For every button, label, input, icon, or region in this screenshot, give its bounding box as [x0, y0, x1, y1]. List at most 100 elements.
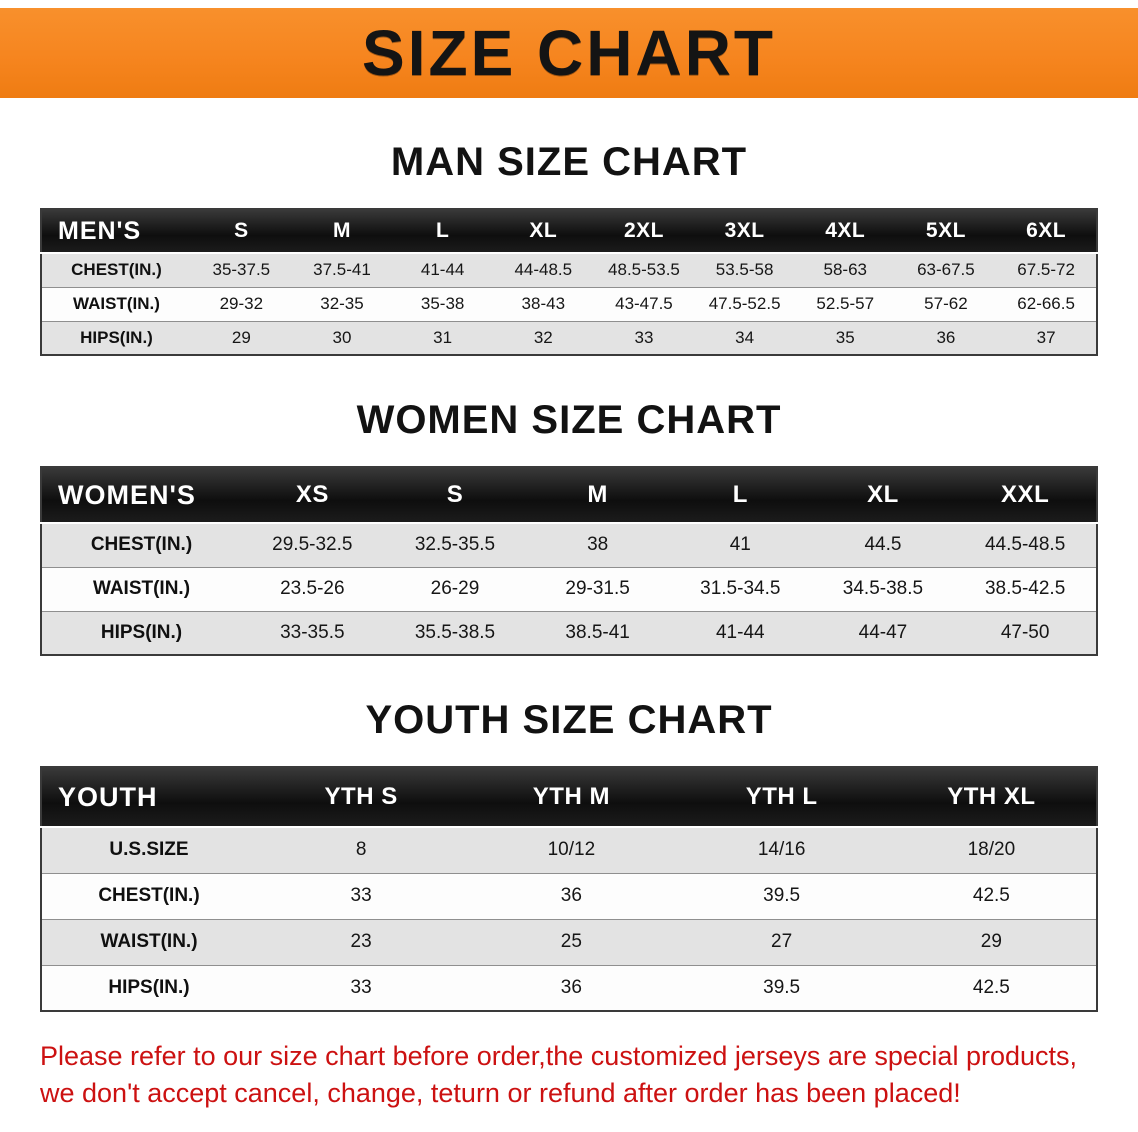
size-column-header: 5XL [895, 209, 997, 254]
measurement-label: HIPS(IN.) [80, 327, 153, 347]
women-section-heading: WOMEN SIZE CHART [356, 398, 782, 442]
measurement-value: 30 [332, 327, 352, 347]
measurement-row: WAIST(IN.) 23.5-26 26-29 29-31.5 31.5-34.5 34… [41, 567, 1097, 611]
size-column-header: YTH S [256, 767, 467, 828]
measurement-row: CHEST(IN.) 35-37.5 37.5-41 41-44 44-48.5 48.5… [41, 253, 1097, 287]
size-column-header: 3XL [694, 209, 795, 254]
measurement-value: 34.5-38.5 [842, 578, 924, 599]
measurement-value: 26-29 [430, 578, 480, 599]
measurement-value: 37.5-41 [313, 260, 371, 280]
size-column-header: M [291, 209, 393, 254]
size-column-header: YTH L [676, 767, 887, 828]
size-column-header: XS [241, 467, 384, 524]
measurement-label: HIPS(IN.) [108, 976, 190, 998]
measurement-value: 52.5-57 [816, 294, 875, 313]
measurement-value: 42.5 [972, 976, 1010, 998]
measurement-value: 27 [771, 931, 793, 952]
measurement-value: 42.5 [972, 885, 1010, 906]
measurement-value: 63-67.5 [917, 260, 975, 280]
measurement-value: 38-43 [521, 294, 566, 313]
measurement-value: 38.5-41 [565, 621, 630, 643]
measurement-row: U.S.SIZE 8 10/12 14/16 18/20 [41, 827, 1097, 873]
measurement-value: 41 [729, 534, 751, 556]
measurement-value: 34 [735, 327, 755, 347]
measurement-row: CHEST(IN.) 29.5-32.5 32.5-35.5 38 41 44.5 44.5… [41, 523, 1097, 567]
size-column-header: YTH XL [886, 767, 1097, 828]
size-column-header: S [191, 209, 292, 254]
size-column-header: 6XL [996, 209, 1097, 254]
measurement-value: 43-47.5 [615, 294, 673, 313]
measurement-value: 32.5-35.5 [414, 534, 496, 556]
disclaimer-line-1: Please refer to our size chart before or… [40, 1041, 1078, 1071]
measurement-value: 31 [433, 327, 453, 347]
measurement-value: 29.5-32.5 [272, 534, 353, 556]
measurement-value: 29-31.5 [565, 578, 630, 599]
women-size-table: WOMEN'S XS S M L XL XXL CHEST(IN.) 29.5-32.5 32.5… [40, 466, 1098, 656]
size-column-header: S [383, 467, 527, 524]
measurement-row: WAIST(IN.) 23 25 27 29 [41, 919, 1097, 965]
measurement-value: 33 [350, 885, 372, 906]
measurement-value: 35 [835, 327, 855, 347]
measurement-value: 33 [634, 327, 654, 347]
table-corner-label: MEN'S [41, 209, 191, 254]
measurement-row: HIPS(IN.) 33-35.5 35.5-38.5 38.5-41 41-44 44-… [41, 611, 1097, 655]
measurement-label: WAIST(IN.) [100, 931, 198, 952]
measurement-value: 36 [560, 976, 582, 998]
measurement-row: CHEST(IN.) 33 36 39.5 42.5 [41, 873, 1097, 919]
size-column-header: L [668, 467, 812, 524]
measurement-value: 62-66.5 [1017, 294, 1075, 313]
measurement-value: 29 [980, 931, 1002, 952]
table-corner-label: WOMEN'S [41, 467, 241, 524]
measurement-value: 14/16 [757, 839, 806, 861]
measurement-value: 53.5-58 [715, 260, 774, 280]
size-column-header: XXL [954, 467, 1097, 524]
measurement-value: 18/20 [967, 839, 1016, 861]
measurement-value: 67.5-72 [1017, 260, 1075, 280]
measurement-value: 39.5 [763, 885, 801, 906]
measurement-label: WAIST(IN.) [73, 294, 160, 313]
measurement-value: 44-48.5 [514, 260, 573, 280]
measurement-value: 35-38 [420, 294, 465, 313]
measurement-value: 33 [350, 976, 372, 998]
men-section-heading: MAN SIZE CHART [390, 140, 748, 184]
measurement-value: 58-63 [823, 260, 867, 280]
measurement-value: 25 [560, 931, 582, 952]
measurement-value: 31.5-34.5 [700, 578, 781, 599]
youth-section-heading: YOUTH SIZE CHART [365, 698, 773, 742]
disclaimer: Please refer to our size chart before or… [40, 1038, 1098, 1113]
measurement-value: 36 [936, 327, 956, 347]
size-column-header: 2XL [593, 209, 695, 254]
page-title: SIZE CHART [362, 17, 776, 89]
measurement-row: WAIST(IN.) 29-32 32-35 35-38 38-43 43-47.5 47.… [41, 287, 1097, 321]
size-column-header: XL [811, 467, 955, 524]
size-column-header: 4XL [794, 209, 896, 254]
measurement-value: 39.5 [763, 976, 801, 998]
measurement-value: 29 [231, 327, 251, 347]
measurement-label: HIPS(IN.) [100, 621, 183, 643]
measurement-value: 44.5-48.5 [984, 534, 1066, 556]
measurement-label: CHEST(IN.) [98, 885, 200, 906]
measurement-label: U.S.SIZE [109, 839, 189, 861]
measurement-value: 47-50 [1000, 621, 1050, 643]
measurement-value: 36 [560, 885, 582, 906]
measurement-value: 47.5-52.5 [708, 294, 781, 313]
size-chart-page: SIZE CHART MAN SIZE CHART MEN'S S M L XL 2XL 3… [0, 8, 1138, 1113]
measurement-value: 35.5-38.5 [414, 621, 496, 643]
measurement-value: 41-44 [420, 260, 465, 280]
size-header-row: MEN'S S M L XL 2XL 3XL 4XL 5XL 6XL [41, 209, 1097, 254]
measurement-value: 23 [350, 931, 372, 952]
table-corner-label: YOUTH [41, 767, 256, 828]
youth-size-section: YOUTH SIZE CHART YOUTH YTH S YTH M YTH L YTH… [0, 700, 1138, 1012]
size-header-row: YOUTH YTH S YTH M YTH L YTH XL [41, 767, 1097, 828]
measurement-value: 48.5-53.5 [608, 260, 680, 280]
men-size-section: MAN SIZE CHART MEN'S S M L XL 2XL 3XL 4XL 5XL 6XL… [0, 142, 1138, 356]
measurement-value: 23.5-26 [280, 578, 345, 599]
size-column-header: L [392, 209, 493, 254]
size-column-header: YTH M [466, 767, 677, 828]
measurement-value: 35-37.5 [212, 260, 271, 280]
measurement-value: 38.5-42.5 [984, 578, 1066, 599]
measurement-value: 41-44 [715, 621, 765, 643]
measurement-value: 38 [587, 534, 609, 556]
measurement-value: 57-62 [924, 294, 968, 313]
size-column-header: XL [492, 209, 594, 254]
